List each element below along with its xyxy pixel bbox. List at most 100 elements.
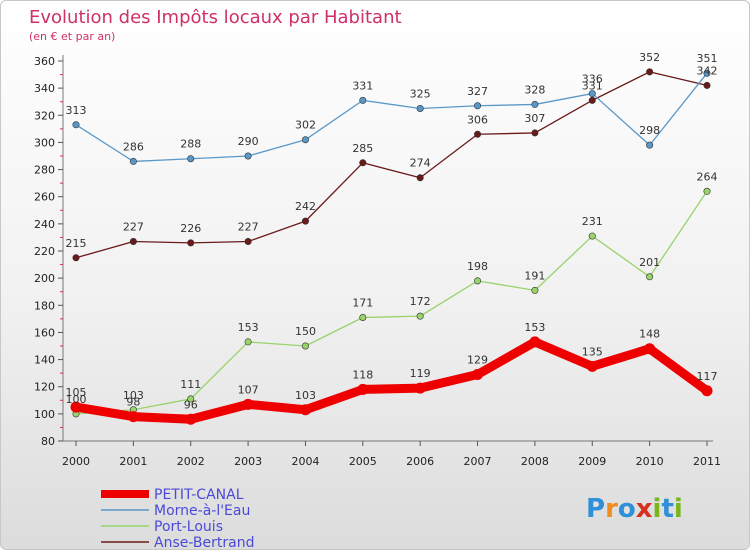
y-tick-label: 140 [34,354,55,367]
x-tick-label: 2004 [291,455,319,468]
data-label: 198 [467,260,488,273]
data-point [531,129,539,137]
data-label: 285 [352,142,373,155]
data-label: 103 [295,389,316,402]
y-tick-label: 340 [34,82,55,95]
logo-letter: P [586,494,605,524]
data-label: 227 [123,221,144,234]
data-point [588,232,596,240]
data-point [416,105,424,113]
x-tick-label: 2010 [636,455,664,468]
data-point [127,411,139,423]
proxiti-logo: Proxiti [586,494,683,524]
data-label: 171 [352,297,373,310]
legend: PETIT-CANALMorne-à-l'EauPort-LouisAnse-B… [101,487,254,549]
data-point [529,336,541,348]
data-point [359,313,367,321]
y-tick-label: 260 [34,191,55,204]
y-tick-label: 320 [34,109,55,122]
y-tick-label: 200 [34,272,55,285]
data-point [416,312,424,320]
data-label: 105 [66,386,87,399]
x-tick-label: 2001 [119,455,147,468]
data-label: 264 [697,170,718,183]
data-label: 331 [582,79,603,92]
data-label: 328 [524,83,545,96]
y-tick-label: 180 [34,299,55,312]
x-tick-label: 2011 [693,455,721,468]
data-point [187,395,195,403]
data-label: 336 [582,73,603,86]
y-tick-label: 280 [34,164,55,177]
data-label: 118 [352,368,373,381]
axes: 80 100 120 140 160 180 200 220 240 260 280 300 320 34… [34,55,721,468]
data-point [416,174,424,182]
logo-letter: o [618,494,636,524]
data-point [301,342,309,350]
y-tick-label: 360 [34,55,55,68]
legend-label-port-louis: Port-Louis [154,519,223,535]
data-point [242,398,254,410]
data-point [301,217,309,225]
data-point [72,254,80,262]
data-label: 100 [66,393,87,406]
data-label: 107 [238,383,259,396]
y-tick-label: 120 [34,381,55,394]
data-point [301,136,309,144]
data-label: 96 [184,398,198,411]
y-tick-label: 100 [34,408,55,421]
x-tick-label: 2006 [406,455,434,468]
data-point [129,157,137,165]
series-anse-bertrand [72,68,711,262]
series-port-louis [72,187,711,418]
data-label: 135 [582,345,603,358]
data-point [588,90,596,98]
data-label: 129 [467,354,488,367]
data-label: 215 [66,237,87,250]
data-label: 306 [467,113,488,126]
data-label: 226 [180,222,201,235]
data-label: 274 [410,157,431,170]
data-label: 103 [123,389,144,402]
data-point [646,68,654,76]
data-label: 191 [524,269,545,282]
y-tick-label: 80 [41,435,55,448]
data-label: 342 [697,64,718,77]
legend-label-morne-l-eau: Morne-à-l'Eau [154,503,250,519]
data-point [703,81,711,89]
y-tick-label: 160 [34,326,55,339]
data-label: 242 [295,200,316,213]
data-point [185,413,197,425]
x-tick-label: 2007 [464,455,492,468]
data-point [244,152,252,160]
data-label: 331 [352,79,373,92]
data-point [187,239,195,247]
x-tick-label: 2009 [578,455,606,468]
logo-letter: t [661,494,673,524]
data-point [531,100,539,108]
chart-title: Evolution des Impôts locaux par Habitant [29,7,402,28]
data-point [414,382,426,394]
data-label: 288 [180,138,201,151]
data-label: 351 [697,52,718,65]
data-label: 352 [639,51,660,64]
data-label: 302 [295,119,316,132]
data-label: 148 [639,328,660,341]
data-label: 153 [238,321,259,334]
x-tick-label: 2008 [521,455,549,468]
series-group [70,68,713,425]
y-tick-label: 220 [34,245,55,258]
data-label: 298 [639,124,660,137]
data-point [474,102,482,110]
data-point [359,96,367,104]
x-tick-label: 2000 [62,455,90,468]
data-point [644,343,656,355]
logo-letter: x [636,494,653,524]
data-label: 201 [639,256,660,269]
data-point [187,155,195,163]
data-label: 286 [123,140,144,153]
y-tick-label: 300 [34,136,55,149]
series-morne-l-eau [72,69,711,165]
data-point [588,96,596,104]
